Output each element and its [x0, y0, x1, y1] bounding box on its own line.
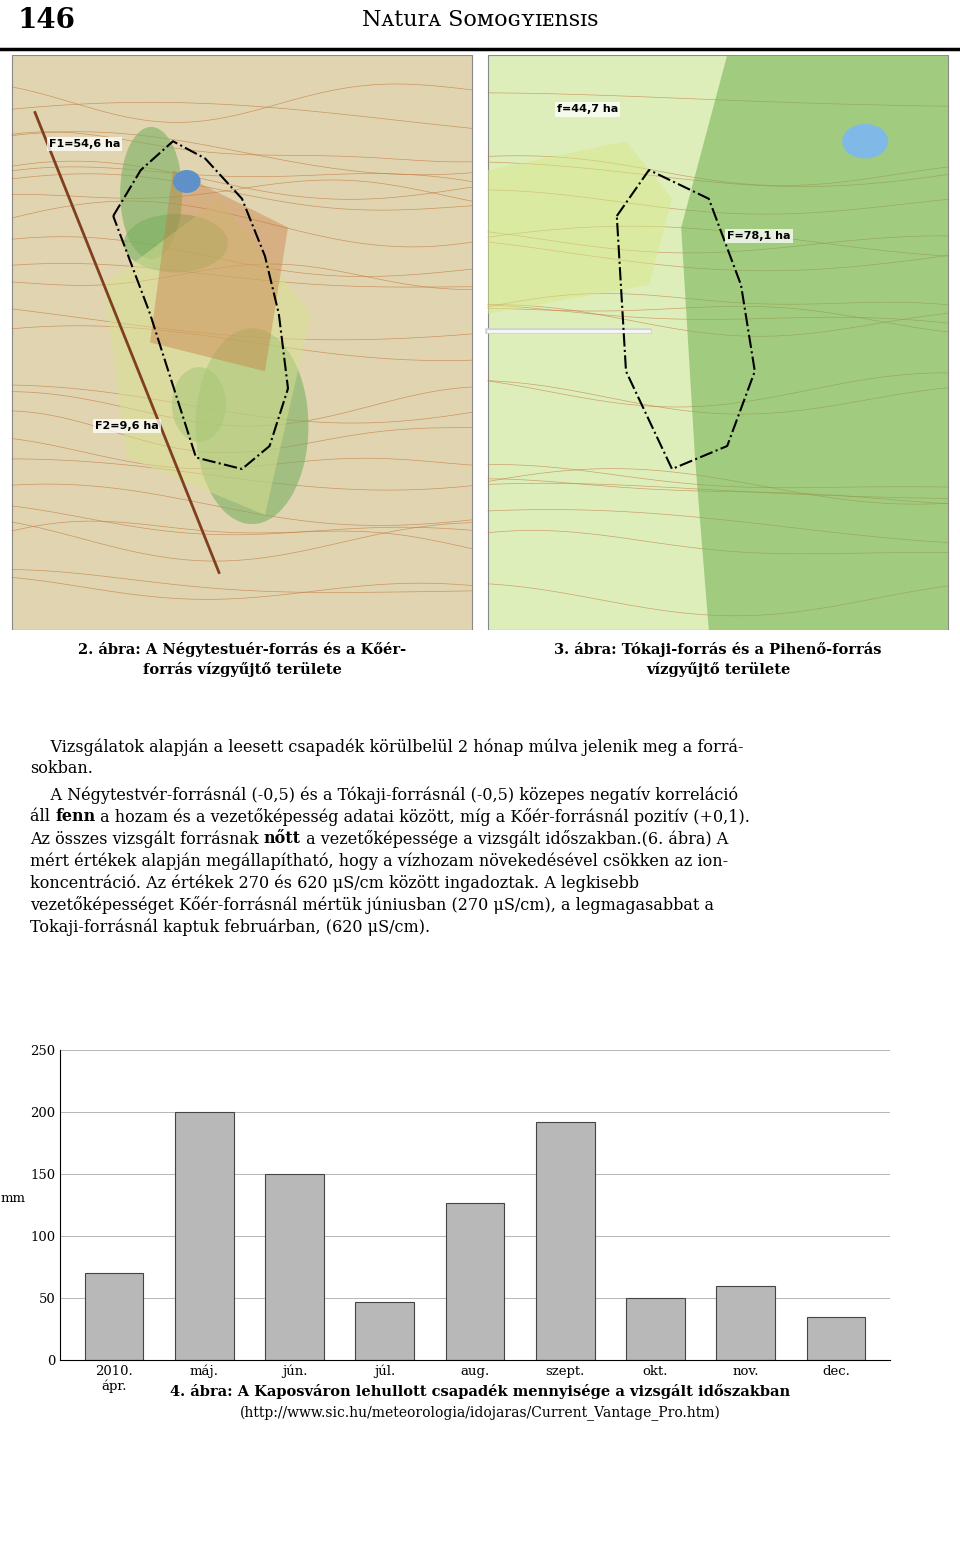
Polygon shape	[488, 142, 672, 314]
Bar	[84, 1273, 143, 1361]
Bar	[536, 1122, 594, 1361]
Text: Tokaji-forrásnál kaptuk februárban, (620 μS/cm).: Tokaji-forrásnál kaptuk februárban, (620…	[30, 918, 430, 935]
Text: Vizsgálatok alapján a leesett csapadék körülbelül 2 hónap múlva jelenik meg a fo: Vizsgálatok alapján a leesett csapadék k…	[30, 738, 743, 755]
Text: forrás vízgyűjtő területe: forrás vízgyűjtő területe	[143, 663, 342, 676]
Text: fenn: fenn	[55, 807, 95, 824]
Text: (http://www.sic.hu/meteorologia/idojaras/Current_Vantage_Pro.htm): (http://www.sic.hu/meteorologia/idojaras…	[240, 1405, 720, 1421]
Bar	[355, 1302, 414, 1361]
Bar	[175, 1113, 233, 1361]
Text: koncentráció. Az értékek 270 és 620 μS/cm között ingadoztak. A legkisebb: koncentráció. Az értékek 270 és 620 μS/c…	[30, 874, 639, 892]
Text: vízgyűjtő területe: vízgyűjtő területe	[646, 663, 790, 676]
Text: f=44,7 ha: f=44,7 ha	[557, 105, 618, 114]
Text: F=78,1 ha: F=78,1 ha	[728, 231, 791, 240]
Bar	[265, 1174, 324, 1361]
Text: 3. ábra: Tókaji-forrás és a Pihenő-forrás: 3. ábra: Tókaji-forrás és a Pihenő-forrá…	[554, 643, 881, 656]
Text: F1=54,6 ha: F1=54,6 ha	[49, 139, 120, 149]
Text: nőtt: nőtt	[264, 831, 300, 848]
Bar	[445, 1202, 504, 1361]
Text: 2. ábra: A Négytestuér-forrás és a Kőér-: 2. ábra: A Négytestuér-forrás és a Kőér-	[78, 643, 406, 656]
Polygon shape	[104, 199, 311, 515]
Polygon shape	[150, 170, 288, 371]
Polygon shape	[682, 55, 948, 630]
Bar	[488, 55, 948, 630]
Text: 4. ábra: A Kaposváron lehullott csapadék mennyisége a vizsgált időszakban: 4. ábra: A Kaposváron lehullott csapadék…	[170, 1384, 790, 1399]
Y-axis label: mm: mm	[1, 1193, 26, 1205]
Ellipse shape	[172, 367, 226, 442]
Text: A Négytestvér-forrásnál (-0,5) és a Tókaji-forrásnál (-0,5) közepes negatív korr: A Négytestvér-forrásnál (-0,5) és a Tóka…	[30, 786, 738, 803]
Ellipse shape	[842, 123, 888, 159]
Ellipse shape	[173, 170, 201, 193]
Bar	[806, 1316, 865, 1361]
Ellipse shape	[120, 126, 182, 259]
Ellipse shape	[124, 214, 228, 273]
Text: 146: 146	[18, 6, 76, 34]
Bar	[626, 1298, 684, 1361]
Bar	[12, 55, 472, 630]
Text: a hozam és a vezetőképesség adatai között, míg a Kőér-forrásnál pozitív (+0,1).: a hozam és a vezetőképesség adatai közöt…	[95, 807, 751, 826]
Text: Az összes vizsgált forrásnak: Az összes vizsgált forrásnak	[30, 831, 264, 848]
Text: sokban.: sokban.	[30, 760, 93, 777]
Text: mért értékek alapján megállapítható, hogy a vízhozam növekedésével csökken az io: mért értékek alapján megállapítható, hog…	[30, 852, 728, 869]
Text: vezetőképességet Kőér-forrásnál mértük júniusban (270 μS/cm), a legmagasabbat a: vezetőképességet Kőér-forrásnál mértük j…	[30, 895, 714, 914]
Text: Nᴀturᴀ Sᴏᴍᴏɢʏɪᴇnsɪs: Nᴀturᴀ Sᴏᴍᴏɢʏɪᴇnsɪs	[362, 9, 598, 31]
Text: F2=9,6 ha: F2=9,6 ha	[95, 421, 158, 431]
Text: a vezetőképessége a vizsgált időszakban.(6. ábra) A: a vezetőképessége a vizsgált időszakban.…	[300, 831, 728, 848]
Ellipse shape	[196, 328, 308, 524]
Text: áll: áll	[30, 807, 55, 824]
Bar	[716, 1285, 775, 1361]
